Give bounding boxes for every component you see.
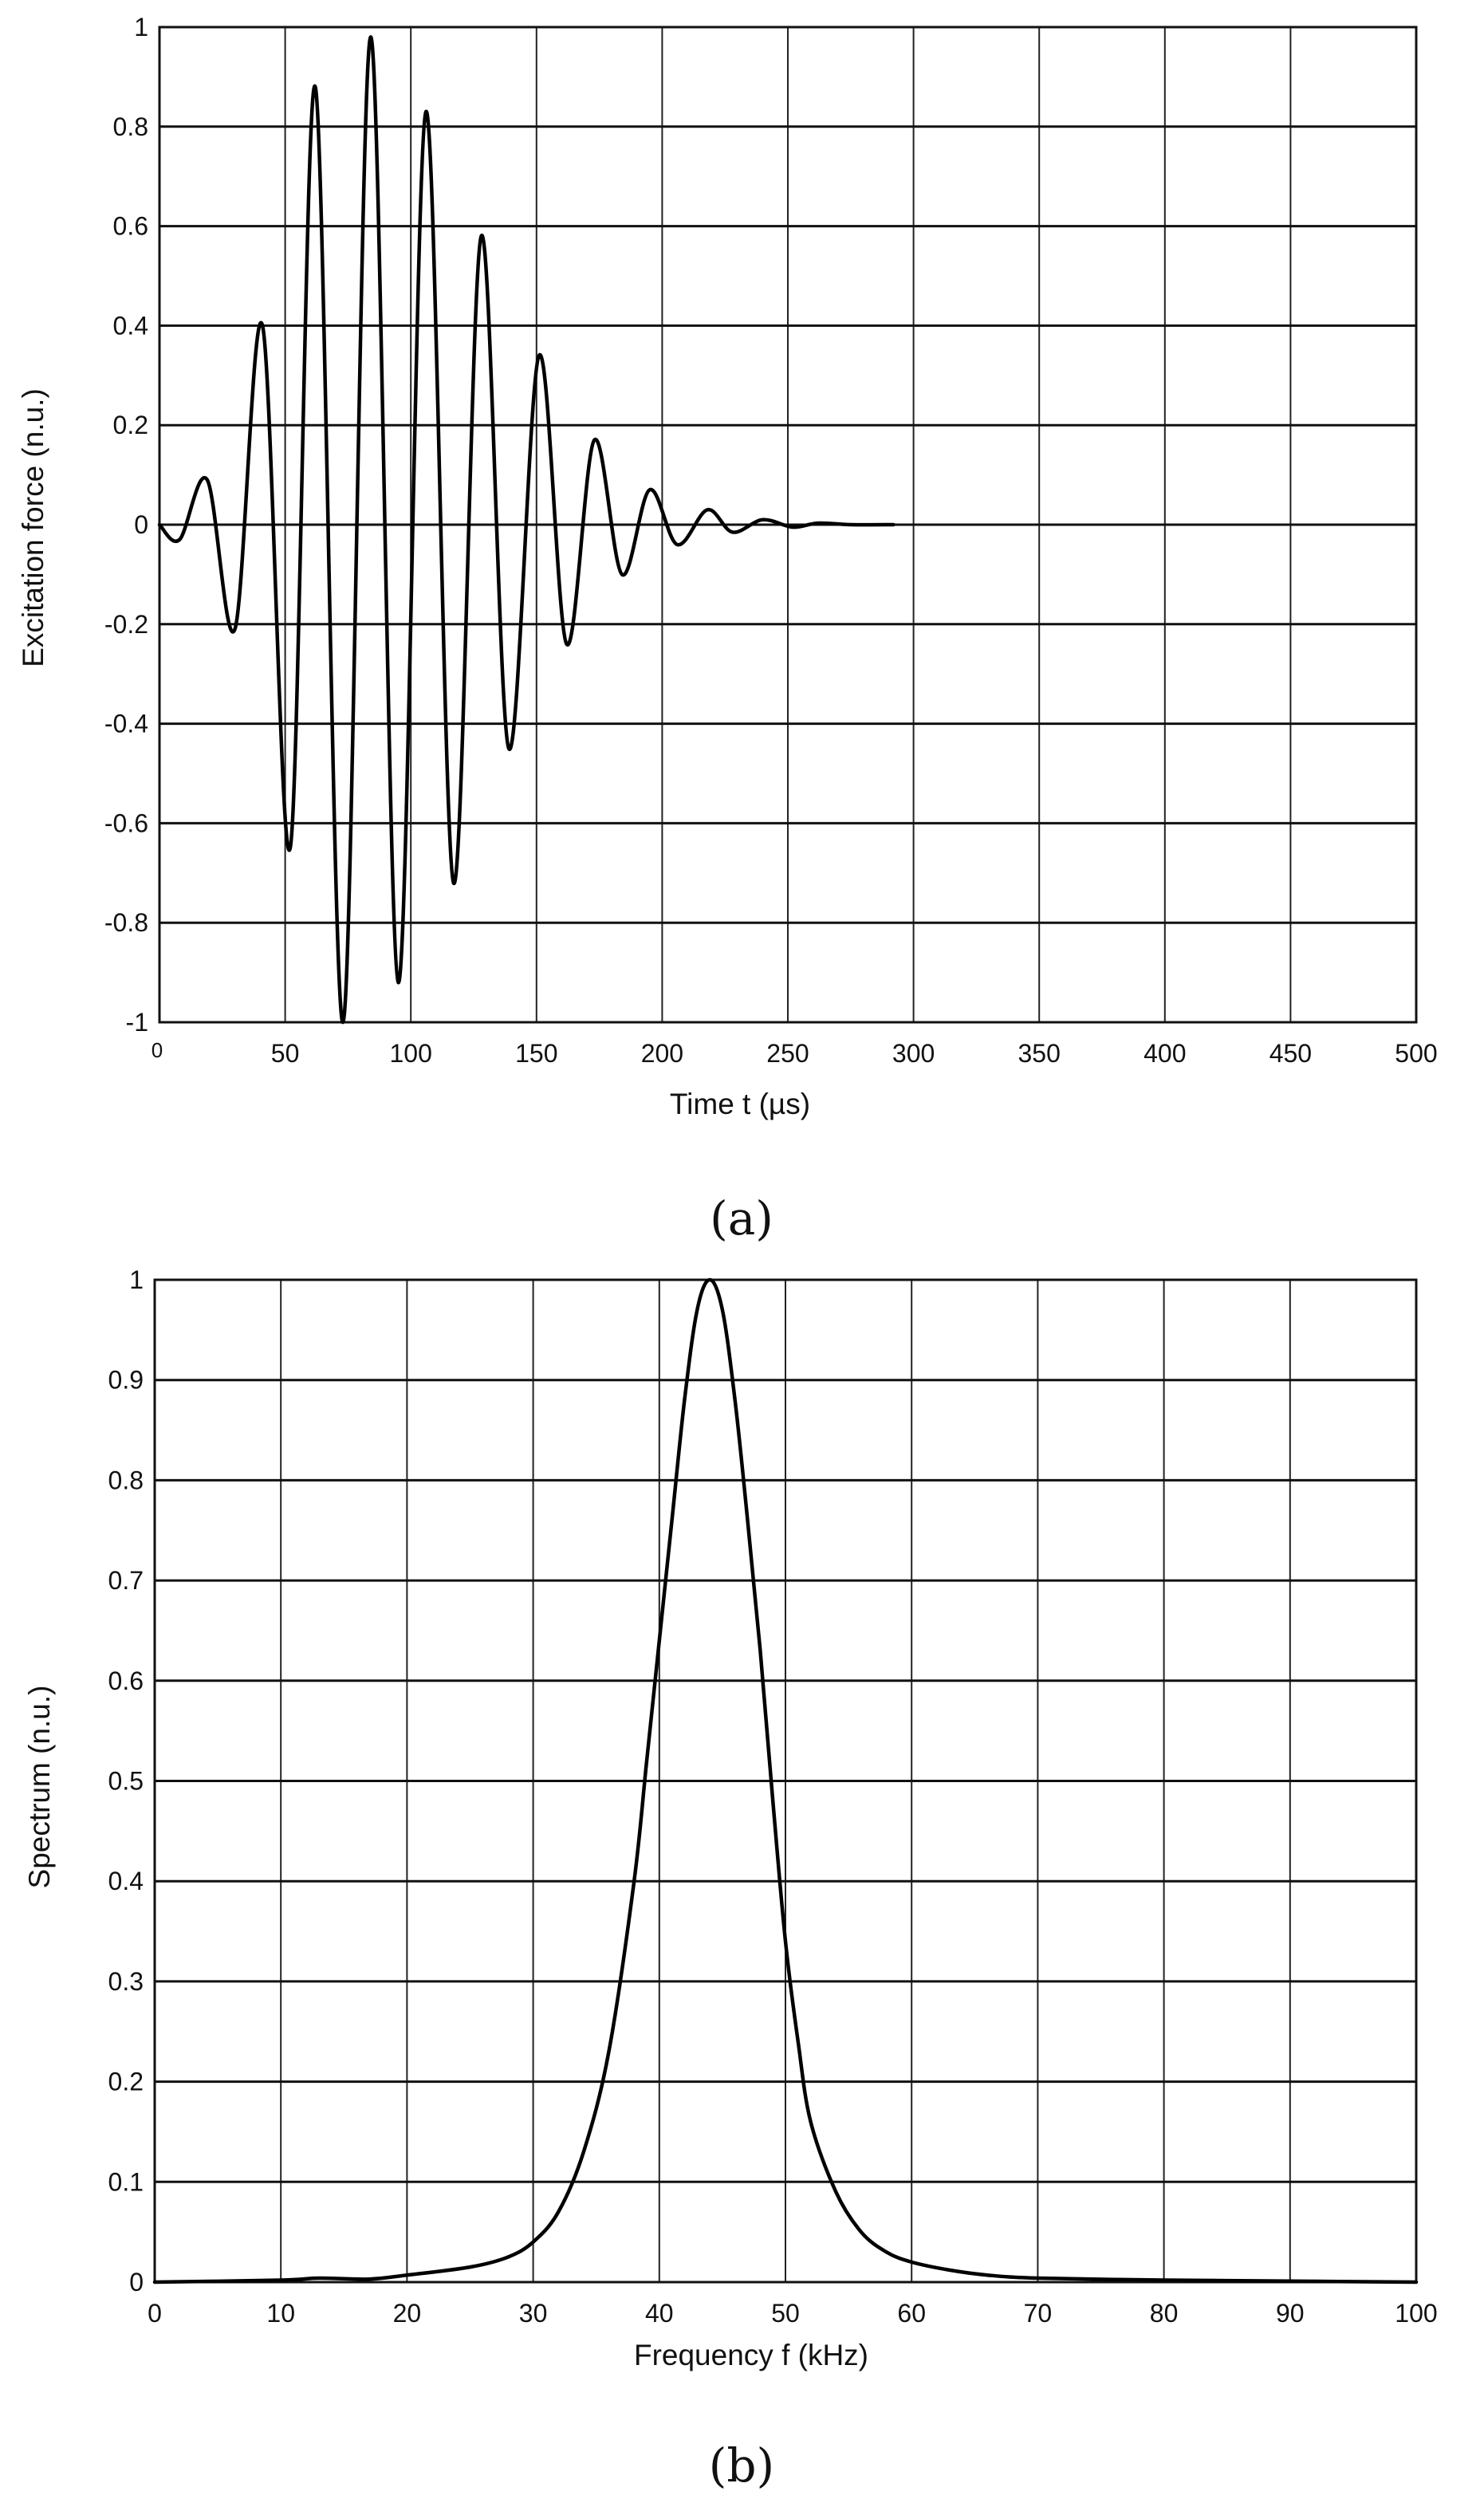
chart-b-x-tick-label: 30 bbox=[519, 2299, 548, 2328]
chart-a-y-tick-label: 1 bbox=[134, 13, 148, 41]
chart-b: 1 0.9 0.8 0.7 0.6 0.5 0.4 0.3 0.2 0.1 0 0 10 20 30 40 5… bbox=[23, 1265, 1438, 2493]
chart-b-x-tick-label: 80 bbox=[1150, 2299, 1179, 2328]
chart-b-y-tick-label: 0.2 bbox=[108, 2068, 144, 2096]
chart-a: 1 0.8 0.6 0.4 0.2 0 -0.2 -0.4 -0.6 -0.8 -1 0 50 100 1… bbox=[17, 13, 1438, 1246]
chart-a-x-tick-label: 150 bbox=[515, 1039, 557, 1068]
chart-a-x-tick-label: 450 bbox=[1269, 1039, 1312, 1068]
chart-a-x-axis-label: Time t (µs) bbox=[670, 1088, 810, 1120]
chart-a-y-tick-label: 0.8 bbox=[113, 112, 148, 141]
chart-a-y-tick-label: 0 bbox=[134, 510, 148, 539]
chart-b-plot-frame bbox=[153, 1278, 1418, 2284]
chart-a-x-tick-label: 500 bbox=[1395, 1039, 1437, 1068]
chart-b-y-tick-label: 0.1 bbox=[108, 2167, 144, 2196]
chart-b-y-tick-label: 0.6 bbox=[108, 1667, 144, 1695]
chart-b-y-axis-label: Spectrum (n.u.) bbox=[23, 1686, 56, 1889]
chart-b-y-ticks: 1 0.9 0.8 0.7 0.6 0.5 0.4 0.3 0.2 0.1 0 bbox=[108, 1265, 144, 2296]
chart-b-x-tick-label: 60 bbox=[897, 2299, 926, 2328]
chart-a-y-tick-label: -1 bbox=[126, 1008, 148, 1037]
chart-b-y-tick-label: 0.5 bbox=[108, 1767, 144, 1796]
chart-a-x-tick-label: 200 bbox=[641, 1039, 683, 1068]
chart-b-series-line bbox=[152, 1277, 1419, 2285]
chart-b-y-tick-label: 0.3 bbox=[108, 1967, 144, 1996]
chart-b-x-tick-label: 0 bbox=[148, 2299, 162, 2328]
chart-b-x-tick-label: 20 bbox=[393, 2299, 422, 2328]
chart-a-x-tick-label: 300 bbox=[892, 1039, 935, 1068]
chart-b-x-tick-label: 50 bbox=[771, 2299, 800, 2328]
chart-a-y-tick-label: 0.4 bbox=[113, 311, 148, 340]
chart-a-y-tick-label: -0.8 bbox=[104, 908, 148, 937]
chart-b-x-tick-label: 10 bbox=[266, 2299, 295, 2328]
chart-a-x-tick-label: 250 bbox=[766, 1039, 809, 1068]
chart-a-x-tick-label: 350 bbox=[1018, 1039, 1061, 1068]
chart-a-x-tick-label: 400 bbox=[1144, 1039, 1186, 1068]
chart-b-x-tick-label: 70 bbox=[1024, 2299, 1053, 2328]
chart-b-x-tick-label: 100 bbox=[1395, 2299, 1437, 2328]
chart-a-panel-label: (a) bbox=[710, 1191, 773, 1246]
chart-b-x-ticks: 0 10 20 30 40 50 60 70 80 90 100 bbox=[148, 2299, 1438, 2328]
chart-a-y-axis-label: Excitation force (n.u.) bbox=[17, 388, 49, 667]
chart-a-series-line bbox=[157, 35, 896, 1025]
chart-a-y-tick-label: -0.4 bbox=[104, 710, 148, 738]
chart-a-y-ticks: 1 0.8 0.6 0.4 0.2 0 -0.2 -0.4 -0.6 -0.8 -1 bbox=[104, 13, 148, 1037]
chart-b-y-tick-label: 0.8 bbox=[108, 1466, 144, 1494]
chart-b-y-tick-label: 0.9 bbox=[108, 1366, 144, 1395]
chart-b-y-tick-label: 0.4 bbox=[108, 1867, 144, 1895]
chart-b-x-tick-label: 40 bbox=[645, 2299, 674, 2328]
chart-a-x-tick-label: 100 bbox=[390, 1039, 432, 1068]
chart-a-x-ticks: 0 50 100 150 200 250 300 350 400 450 500 bbox=[152, 1038, 1438, 1068]
chart-b-y-tick-label: 0 bbox=[129, 2268, 144, 2296]
chart-a-x-tick-label: 50 bbox=[271, 1039, 300, 1068]
chart-a-y-tick-label: 0.2 bbox=[113, 411, 148, 439]
chart-a-x-tick-label: 0 bbox=[152, 1038, 163, 1062]
chart-a-y-tick-label: -0.6 bbox=[104, 809, 148, 837]
chart-b-grid bbox=[155, 1280, 1416, 2282]
chart-b-x-axis-label: Frequency f (kHz) bbox=[634, 2339, 868, 2371]
chart-a-y-tick-label: -0.2 bbox=[104, 610, 148, 639]
chart-b-panel-label: (b) bbox=[709, 2438, 774, 2493]
chart-b-y-tick-label: 0.7 bbox=[108, 1566, 144, 1595]
chart-b-y-tick-label: 1 bbox=[129, 1265, 144, 1294]
chart-b-x-tick-label: 90 bbox=[1276, 2299, 1305, 2328]
chart-a-y-tick-label: 0.6 bbox=[113, 212, 148, 241]
